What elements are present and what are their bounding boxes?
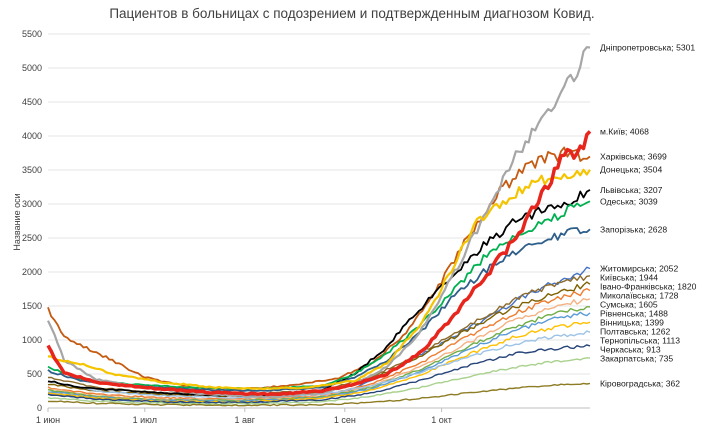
y-tick-label: 2000 [22, 267, 42, 277]
series-label-Полтавська: Полтавська; 1262 [600, 326, 670, 336]
axes: 0 500 1000 1500 2000 2500 3000 3500 4000 4500 5000… [22, 29, 590, 425]
series-label-Запорізька: Запорізька; 2628 [600, 224, 667, 234]
y-tick-label: 500 [27, 369, 42, 379]
series-line-Черкаська [47, 344, 591, 404]
series-line-Одеська [47, 200, 591, 391]
y-tick-label: 3000 [22, 199, 42, 209]
series-label-Тернопільська: Тернопільська; 1113 [600, 335, 680, 345]
series-label-м.Київ: м.Київ; 4068 [600, 126, 649, 136]
series-label-Дніпропетровська: Дніпропетровська; 5301 [600, 43, 695, 53]
series-label-Одеська: Одеська; 3039 [600, 196, 658, 206]
chart-title: Пациентов в больницах с подозрением и по… [109, 6, 594, 21]
series-label-Кіровоградська: Кіровоградська; 362 [600, 378, 680, 388]
series-label-Донецька: Донецька; 3504 [600, 165, 662, 175]
y-tick-label: 4500 [22, 97, 42, 107]
series-line-Харківська [47, 146, 591, 391]
x-tick-label: 1 окт [431, 415, 452, 425]
series-end-labels: Дніпропетровська; 5301 м.Київ; 4068 Харків… [600, 43, 697, 389]
x-tick-label: 1 июл [133, 415, 157, 425]
series-label-Київська: Київська; 1944 [600, 272, 658, 282]
y-tick-label: 3500 [22, 165, 42, 175]
x-tick-label: 1 сен [334, 415, 356, 425]
series-label-Миколаївська: Миколаївська; 1728 [600, 290, 679, 300]
y-tick-label: 0 [37, 403, 42, 413]
series-label-Житомирська: Житомирська; 2052 [600, 263, 678, 273]
series-label-Сумська: Сумська; 1605 [600, 299, 658, 309]
series-line-Кіровоградська [47, 382, 591, 407]
y-tick-label: 1500 [22, 301, 42, 311]
y-tick-label: 1000 [22, 335, 42, 345]
series-label-Львівська: Львівська; 3207 [600, 185, 663, 195]
series-line-м.Київ [46, 130, 592, 397]
series-label-Вінницька: Вінницька; 1399 [600, 317, 664, 327]
series-label-Івано-Франківська: Івано-Франківська; 1820 [600, 281, 697, 291]
series-line-Закарпатська [47, 357, 591, 406]
y-axis-label: Название оси [12, 193, 22, 250]
series-label-Харківська: Харківська; 3699 [600, 151, 667, 161]
y-tick-label: 2500 [22, 233, 42, 243]
series-lines [46, 46, 592, 407]
series-line-Миколаївська [47, 288, 591, 401]
series-label-Рівненська: Рівненська; 1488 [600, 308, 668, 318]
series-line-Житомирська [47, 266, 591, 404]
y-tick-label: 5500 [22, 29, 42, 39]
series-line-Донецька [47, 168, 591, 391]
gridlines [48, 33, 590, 375]
y-tick-label: 5000 [22, 63, 42, 73]
series-line-Львівська [47, 189, 591, 397]
x-tick-label: 1 июн [36, 415, 60, 425]
x-tick-label: 1 авг [235, 415, 256, 425]
series-label-Закарпатська: Закарпатська; 735 [600, 353, 673, 363]
series-line-Рівненська [47, 306, 590, 402]
series-label-Черкаська: Черкаська; 913 [600, 344, 661, 354]
y-tick-label: 4000 [22, 131, 42, 141]
series-line-Дніпропетровська [47, 46, 591, 399]
